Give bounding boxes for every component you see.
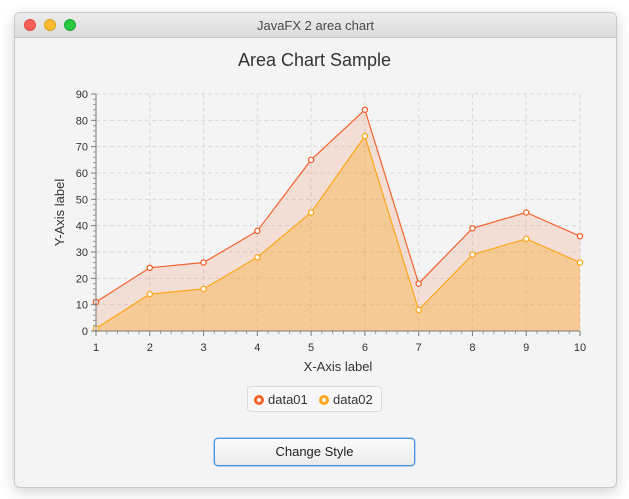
data-point-data01-6 [361, 106, 369, 114]
x-tick-label-9: 9 [523, 342, 529, 354]
data-point-data01-9 [522, 209, 530, 216]
close-window-button[interactable] [24, 19, 36, 31]
x-tick-label-5: 5 [308, 342, 314, 354]
y-tick-label-90: 90 [76, 89, 88, 101]
x-tick-label-6: 6 [362, 342, 368, 354]
data-point-data02-3 [200, 285, 207, 293]
data-point-data01-2 [146, 264, 154, 272]
x-tick-label-3: 3 [200, 342, 206, 354]
minimize-window-button[interactable] [44, 19, 56, 31]
area-fill-data01 [96, 109, 580, 331]
chart-legend: data01 data02 [247, 386, 382, 412]
data-point-data01-7 [415, 280, 422, 287]
y-tick-label-60: 60 [76, 168, 88, 180]
y-tick-label-50: 50 [76, 194, 88, 206]
change-style-button[interactable]: Change Style [214, 438, 415, 466]
area-line-data01 [95, 108, 581, 303]
y-tick-label-30: 30 [76, 247, 88, 259]
data-point-data01-4 [254, 227, 261, 235]
data-point-data02-2 [146, 290, 154, 298]
data-point-data02-4 [254, 254, 261, 261]
data-point-data02-6 [361, 132, 369, 140]
x-axis-label: X-Axis label [304, 359, 373, 374]
data-point-data01-8 [469, 225, 476, 232]
y-axis-label: Y-Axis label [52, 179, 67, 247]
x-tick-label-2: 2 [147, 342, 153, 354]
data-point-data02-9 [522, 235, 530, 243]
y-tick-label-40: 40 [76, 221, 88, 233]
legend-label-data01: data01 [268, 392, 308, 407]
x-tick-label-10: 10 [574, 342, 586, 354]
area-line-data02 [95, 134, 581, 329]
legend-symbol-data02 [319, 395, 329, 405]
maximize-window-button[interactable] [64, 19, 76, 31]
y-tick-label-80: 80 [76, 115, 88, 127]
window-title: JavaFX 2 area chart [256, 18, 375, 33]
legend-symbol-data01 [254, 395, 264, 405]
x-tick-label-4: 4 [254, 342, 260, 354]
data-point-data02-10 [576, 259, 584, 266]
legend-label-data02: data02 [333, 392, 373, 407]
data-point-data01-5 [307, 156, 315, 164]
data-point-data01-3 [200, 259, 207, 266]
data-point-data02-8 [469, 251, 476, 258]
chart-title: Area Chart Sample [237, 50, 392, 70]
title-bar: JavaFX 2 area chart [15, 13, 616, 38]
y-tick-label-20: 20 [76, 273, 88, 285]
area-fill-data02 [96, 136, 580, 331]
y-tick-label-0: 0 [82, 326, 88, 338]
x-tick-label-1: 1 [93, 342, 99, 354]
x-tick-label-7: 7 [416, 342, 422, 354]
y-tick-label-10: 10 [76, 300, 88, 312]
data-point-data02-5 [307, 209, 315, 216]
y-tick-label-70: 70 [76, 142, 88, 154]
x-tick-label-8: 8 [469, 342, 475, 354]
data-point-data02-7 [415, 306, 422, 314]
data-point-data01-10 [576, 232, 584, 240]
